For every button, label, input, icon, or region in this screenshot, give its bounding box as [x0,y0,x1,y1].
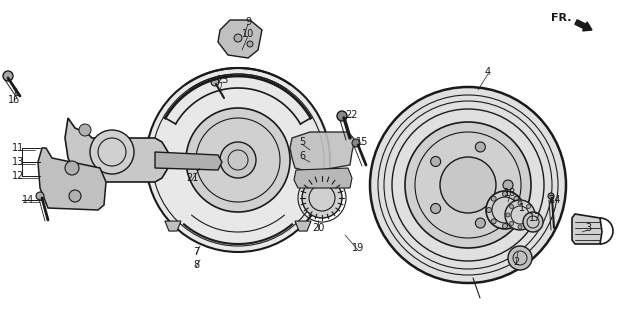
Circle shape [220,142,256,178]
Polygon shape [290,132,355,172]
Circle shape [518,207,523,212]
Circle shape [526,204,530,209]
Text: 13: 13 [12,157,24,167]
Circle shape [79,124,91,136]
Text: 7: 7 [193,247,199,257]
Text: 8: 8 [193,260,199,270]
Text: 12: 12 [12,171,24,181]
Text: FR.: FR. [552,13,572,23]
Polygon shape [155,152,222,170]
Text: 14: 14 [22,195,34,205]
Text: 5: 5 [299,137,305,147]
Polygon shape [294,168,352,188]
Text: 16: 16 [8,95,20,105]
Polygon shape [295,221,311,231]
Circle shape [548,193,554,199]
Text: 4: 4 [485,67,491,77]
Circle shape [486,207,491,212]
Circle shape [486,191,524,229]
Text: 6: 6 [299,151,305,161]
Circle shape [503,191,508,196]
Circle shape [503,223,508,228]
Circle shape [352,139,360,147]
Text: 23: 23 [216,75,228,85]
Circle shape [431,156,441,166]
Circle shape [514,219,519,224]
Polygon shape [218,20,262,58]
Circle shape [247,41,253,47]
Circle shape [523,212,543,232]
Circle shape [475,218,485,228]
Circle shape [526,221,530,226]
Circle shape [65,161,79,175]
Circle shape [491,196,496,201]
Text: 18: 18 [504,188,516,198]
Circle shape [506,213,510,217]
Circle shape [234,34,242,42]
Circle shape [530,213,534,217]
Polygon shape [65,118,168,182]
Circle shape [510,221,513,226]
Circle shape [475,142,485,152]
Circle shape [518,225,522,229]
Text: 15: 15 [356,137,368,147]
Text: 24: 24 [548,195,560,205]
Text: 11: 11 [12,143,24,153]
Circle shape [431,204,441,213]
Circle shape [36,192,44,200]
Text: 1: 1 [519,203,525,213]
Text: 10: 10 [242,29,254,39]
Circle shape [146,68,330,252]
Circle shape [3,71,13,81]
Circle shape [491,219,496,224]
Circle shape [440,157,496,213]
Circle shape [337,111,347,121]
Text: 20: 20 [312,223,324,233]
Circle shape [302,178,342,218]
Text: 9: 9 [245,17,251,27]
Circle shape [514,196,519,201]
Text: 19: 19 [352,243,364,253]
Circle shape [505,200,535,230]
Polygon shape [165,221,181,231]
Text: 17: 17 [529,213,541,223]
Polygon shape [572,214,602,244]
Circle shape [370,87,566,283]
FancyArrow shape [575,20,592,31]
Circle shape [503,180,513,190]
Circle shape [69,190,81,202]
Circle shape [405,122,531,248]
Text: 21: 21 [186,173,198,183]
Text: 2: 2 [513,257,519,267]
Text: 3: 3 [585,223,591,233]
Circle shape [79,166,91,178]
Text: 22: 22 [346,110,358,120]
Circle shape [211,78,219,86]
Circle shape [518,201,522,205]
Circle shape [90,130,134,174]
Polygon shape [38,148,106,210]
Circle shape [186,108,290,212]
Circle shape [510,204,513,209]
Circle shape [508,246,532,270]
